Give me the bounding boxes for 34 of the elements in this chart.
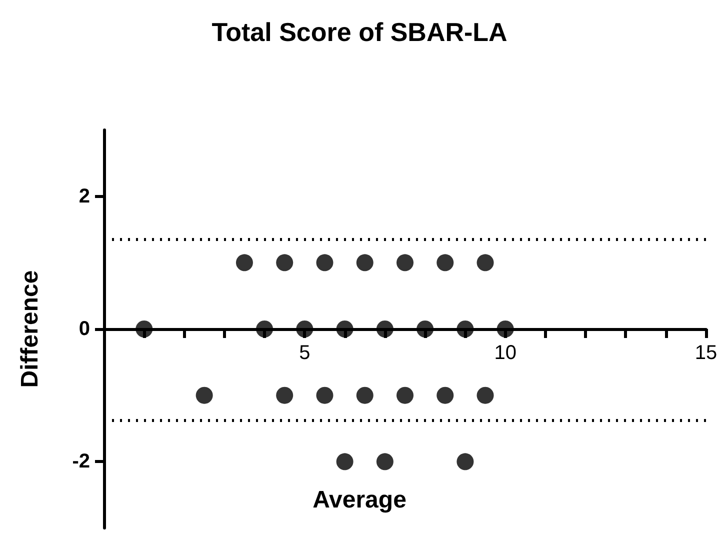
point [396, 254, 414, 272]
y-tick-label: -2 [72, 450, 90, 473]
x-tick-label: 15 [694, 342, 718, 364]
point [196, 386, 213, 404]
point [136, 320, 153, 338]
point [336, 453, 354, 470]
point [276, 254, 294, 272]
point [356, 386, 374, 404]
point [316, 386, 334, 404]
point [376, 320, 394, 338]
point [416, 320, 434, 338]
x-tick-label: 5 [299, 342, 310, 364]
point [476, 254, 494, 272]
point [496, 320, 514, 338]
point [316, 254, 334, 272]
point [356, 254, 374, 272]
point [456, 320, 474, 338]
y-tick-label: 2 [78, 185, 90, 208]
point [476, 386, 494, 404]
annotation: Average [312, 486, 406, 514]
point [276, 386, 294, 404]
point [256, 320, 274, 338]
point [396, 386, 414, 404]
chart-title: Total Score of SBAR-LA [212, 17, 508, 47]
point [376, 453, 394, 470]
point [296, 320, 314, 338]
point [236, 254, 253, 272]
point [456, 453, 474, 470]
y-tick-label: 0 [78, 318, 90, 340]
x-tick-label: 10 [494, 342, 516, 364]
y-axis-title: Difference [16, 270, 44, 388]
point [436, 386, 454, 404]
point [436, 254, 454, 272]
point [336, 320, 354, 338]
